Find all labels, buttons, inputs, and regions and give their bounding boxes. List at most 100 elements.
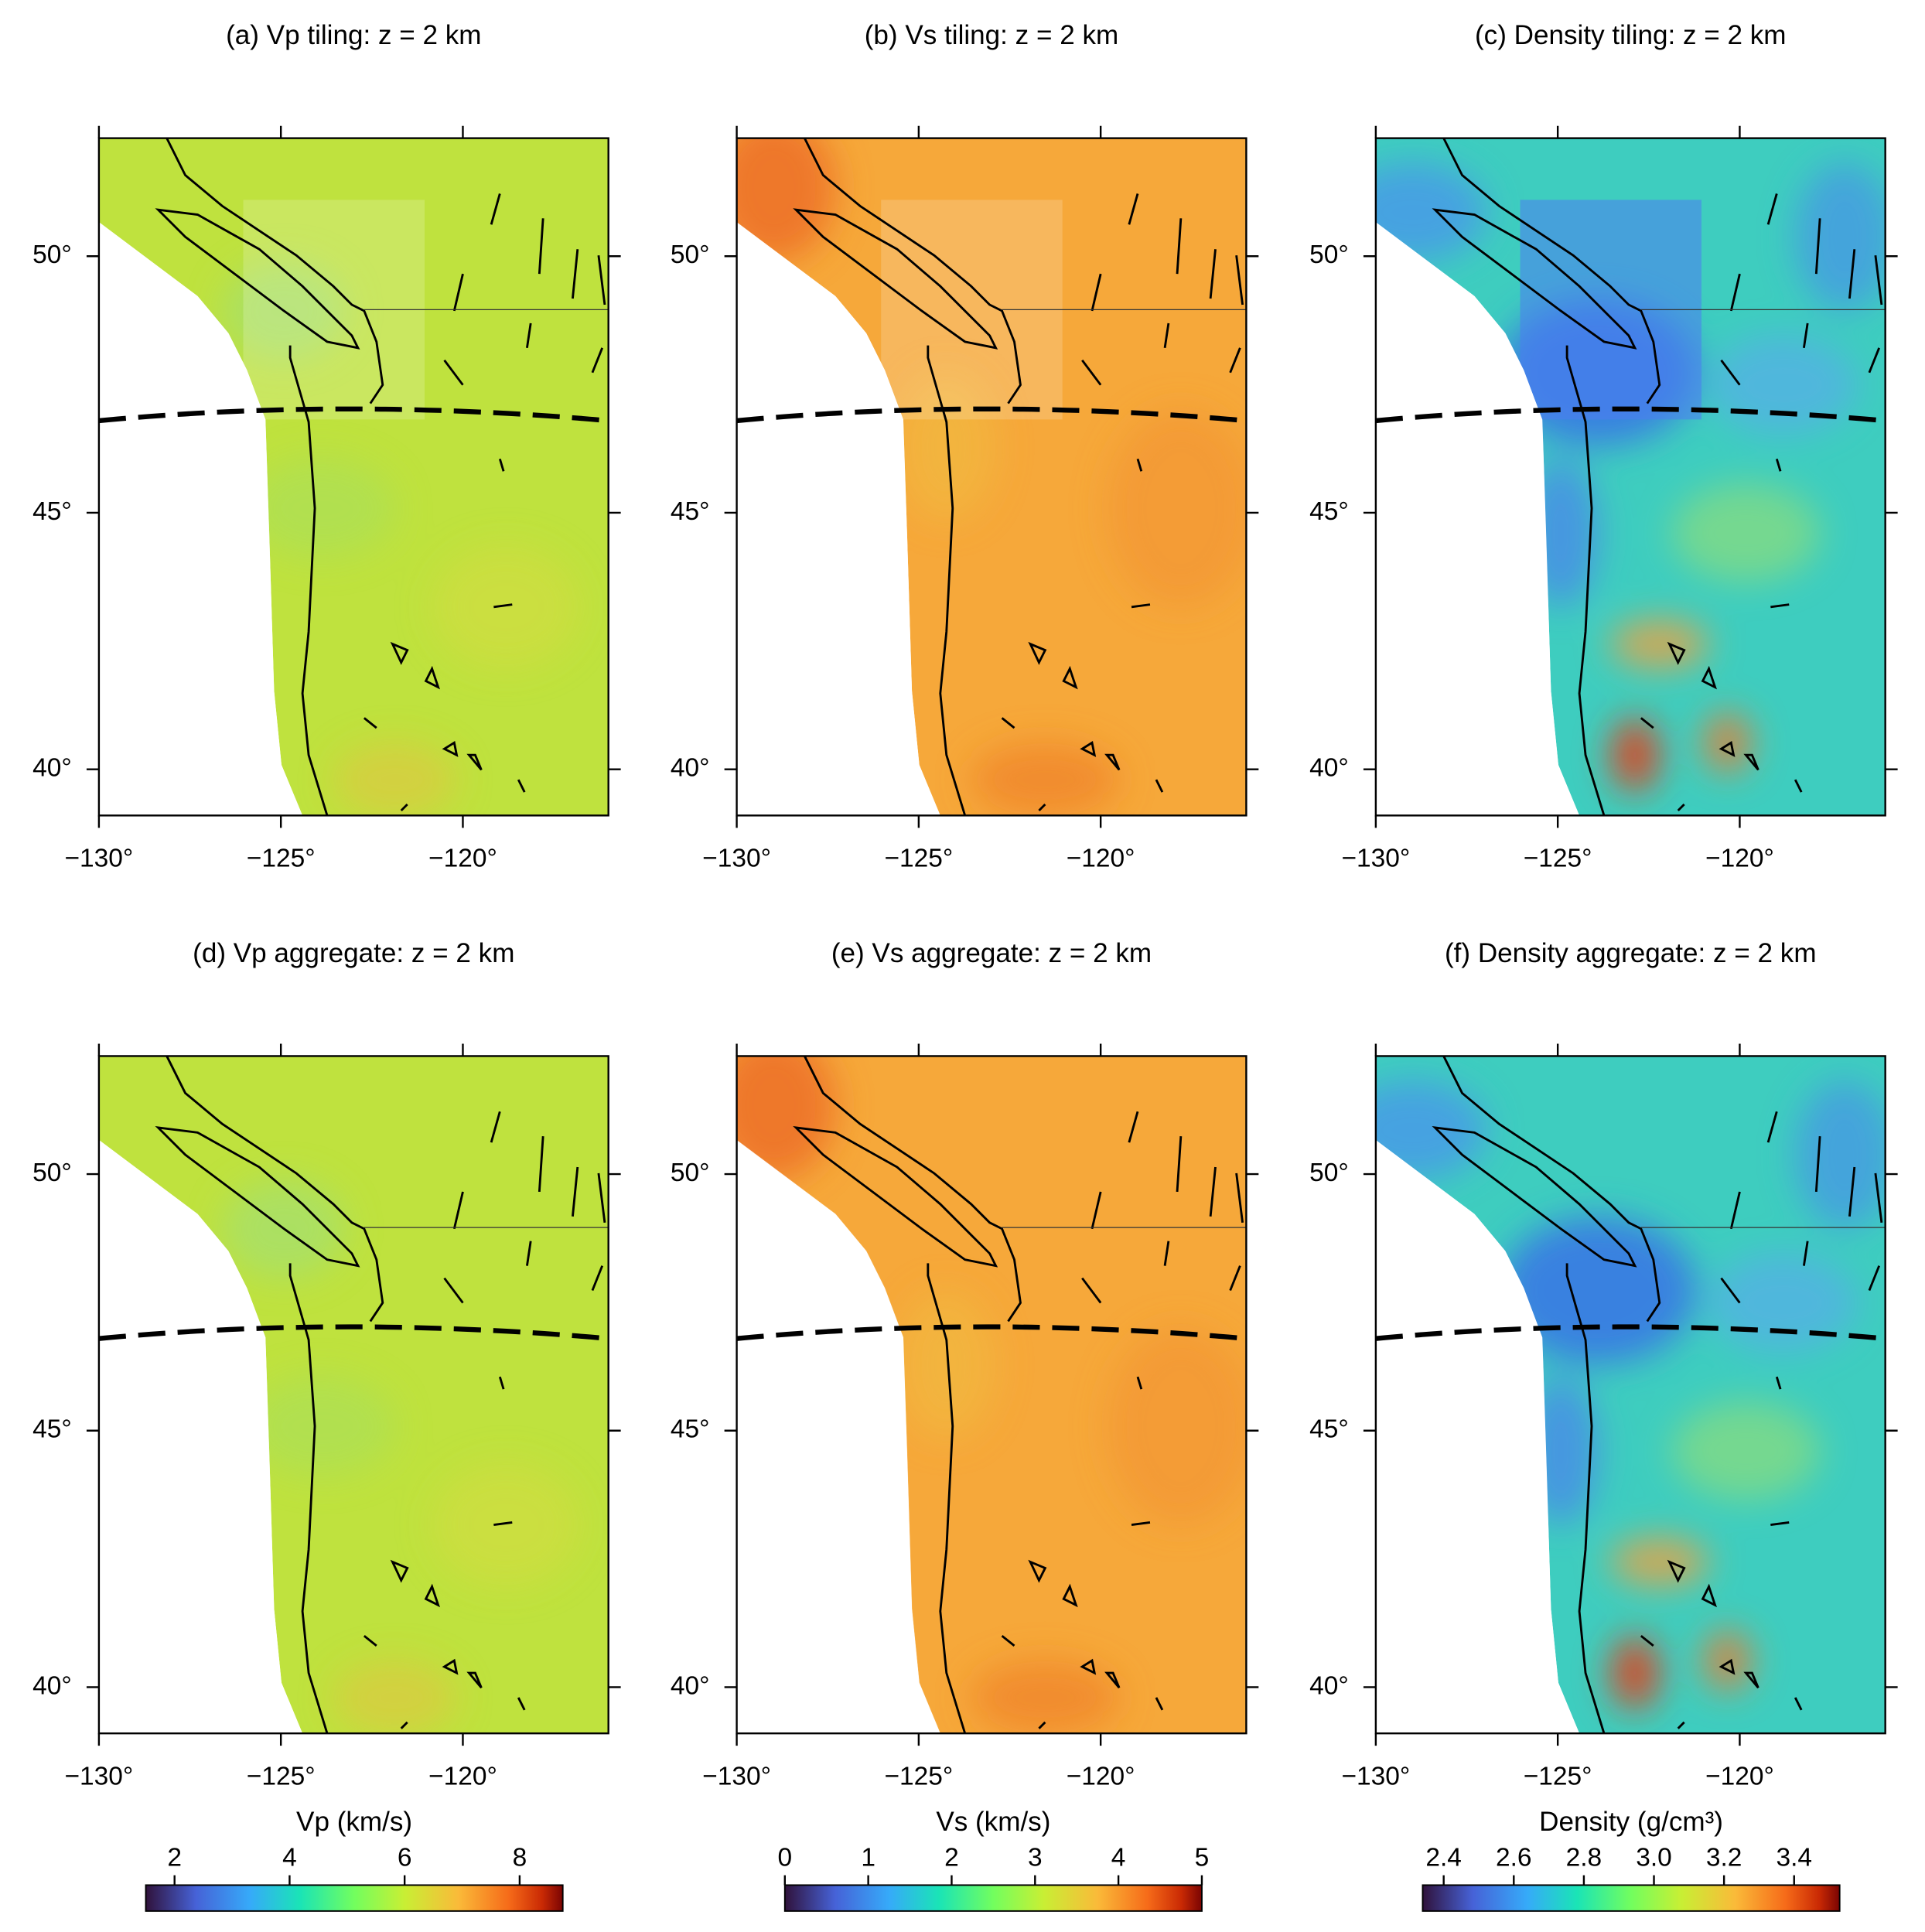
- colorbar-tick-label: 5: [1195, 1844, 1210, 1872]
- anomaly: [1795, 1080, 1886, 1229]
- x-tick-label: −125°: [884, 1762, 953, 1790]
- anomaly: [333, 1661, 457, 1734]
- colorbar-gradient: [1422, 1884, 1841, 1912]
- anomaly: [896, 372, 996, 521]
- panel-title: (f) Density aggregate: z = 2 km: [1445, 938, 1817, 968]
- field: [1375, 1056, 1886, 1734]
- anomaly: [1708, 335, 1857, 435]
- anomaly: [1708, 1253, 1857, 1353]
- anomaly: [1702, 1630, 1753, 1691]
- colorbar-tick-label: 0: [777, 1844, 792, 1872]
- boundary: [98, 1324, 609, 1341]
- colorbar-tick-label: 6: [398, 1844, 412, 1872]
- y-tick-label: 50°: [1309, 241, 1349, 269]
- coastline: [1565, 1263, 1606, 1734]
- frame: [97, 137, 609, 817]
- map-panel: −130° −125° −120° 40° 45° 50°: [671, 125, 1259, 873]
- panel-title: (b) Vs tiling: z = 2 km: [865, 20, 1118, 50]
- coastline: [793, 1126, 998, 1268]
- anomalies: [736, 138, 1247, 816]
- panel-title: (e) Vs aggregate: z = 2 km: [831, 938, 1152, 968]
- colorbar-tick-label: 2.8: [1566, 1844, 1602, 1872]
- field: [98, 138, 609, 816]
- data-region: [1375, 138, 1886, 816]
- coastline: [452, 193, 606, 312]
- coastline: [1001, 717, 1164, 812]
- colorbar-tick-label: 2: [944, 1844, 959, 1872]
- coastline: [927, 345, 967, 816]
- panel-title: (d) Vp aggregate: z = 2 km: [193, 938, 514, 968]
- y-tick-label: 45°: [32, 497, 72, 526]
- coastline: [1667, 1521, 1790, 1675]
- coastline: [1640, 1635, 1803, 1729]
- anomaly: [1499, 1216, 1697, 1365]
- coastline: [1432, 1126, 1637, 1268]
- anomaly: [1671, 483, 1821, 582]
- coastline: [1565, 345, 1606, 816]
- anomaly: [1671, 1401, 1821, 1500]
- coastline: [1028, 1521, 1151, 1675]
- y-tick-label: 50°: [1309, 1159, 1349, 1187]
- colorbar-tick-label: 3.2: [1706, 1844, 1742, 1872]
- y-tick-label: 40°: [1309, 1671, 1349, 1700]
- x-tick-label: −125°: [1524, 1762, 1592, 1790]
- y-tick-label: 45°: [1309, 1415, 1349, 1444]
- coastline: [390, 603, 513, 757]
- y-tick-label: 40°: [32, 754, 72, 783]
- coastline: [927, 1263, 967, 1734]
- anomaly: [1609, 1537, 1709, 1587]
- colorbar-label: Vs (km/s): [936, 1807, 1050, 1837]
- boundary: [98, 406, 609, 424]
- boundary: [736, 406, 1247, 424]
- coastline: [155, 208, 360, 350]
- colorbar: Vp (km/s) 2 4 6 8: [145, 1807, 564, 1912]
- coastline: [1442, 1055, 1661, 1323]
- anomaly: [1107, 409, 1247, 607]
- frame: [1374, 137, 1886, 817]
- field: [736, 1056, 1247, 1734]
- x-tick-label: −125°: [247, 1762, 316, 1790]
- x-tick-label: −125°: [1524, 845, 1592, 873]
- anomalies: [1375, 1080, 1886, 1710]
- coastline: [1442, 138, 1661, 404]
- y-tick-label: 50°: [32, 241, 72, 269]
- coastline: [288, 1263, 329, 1734]
- colorbar-tick-label: 4: [282, 1844, 297, 1872]
- anomaly: [247, 459, 395, 558]
- map-panel: −130° −125° −120° 40° 45° 50°: [1309, 125, 1898, 873]
- colorbar-label: Density (g/cm³): [1539, 1807, 1723, 1837]
- colorbar-tick-label: 2: [167, 1844, 182, 1872]
- coastline: [1028, 603, 1151, 757]
- coastline: [1090, 1111, 1244, 1230]
- coastline: [166, 138, 384, 404]
- x-tick-label: −130°: [64, 1762, 133, 1790]
- frame: [736, 137, 1247, 817]
- x-tick-label: −130°: [702, 1762, 771, 1790]
- x-tick-label: −130°: [1341, 845, 1410, 873]
- anomaly: [432, 545, 581, 669]
- coastline: [1090, 193, 1244, 312]
- y-tick-label: 40°: [671, 1671, 710, 1700]
- coastline: [390, 1521, 513, 1675]
- field: [736, 138, 1247, 816]
- anomalies: [736, 1056, 1247, 1734]
- frame: [97, 1055, 609, 1735]
- colorbar-tick-label: 2.4: [1425, 1844, 1462, 1872]
- x-tick-label: −120°: [428, 845, 497, 873]
- anomaly: [896, 1290, 996, 1439]
- x-tick-label: −130°: [1341, 1762, 1410, 1790]
- coastline: [166, 1055, 384, 1323]
- boundary: [1375, 406, 1886, 424]
- anomaly: [1702, 712, 1753, 774]
- colorbar-tick-label: 1: [861, 1844, 875, 1872]
- x-tick-label: −120°: [1067, 1762, 1135, 1790]
- coastline: [1432, 208, 1637, 350]
- map-panel: −130° −125° −120° 40° 45° 50°: [32, 1043, 621, 1790]
- x-tick-label: −125°: [884, 845, 953, 873]
- x-tick-label: −120°: [428, 1762, 497, 1790]
- colorbar-gradient: [145, 1884, 564, 1912]
- coastline: [1729, 193, 1883, 312]
- y-tick-label: 40°: [671, 754, 710, 783]
- anomaly: [432, 1463, 581, 1587]
